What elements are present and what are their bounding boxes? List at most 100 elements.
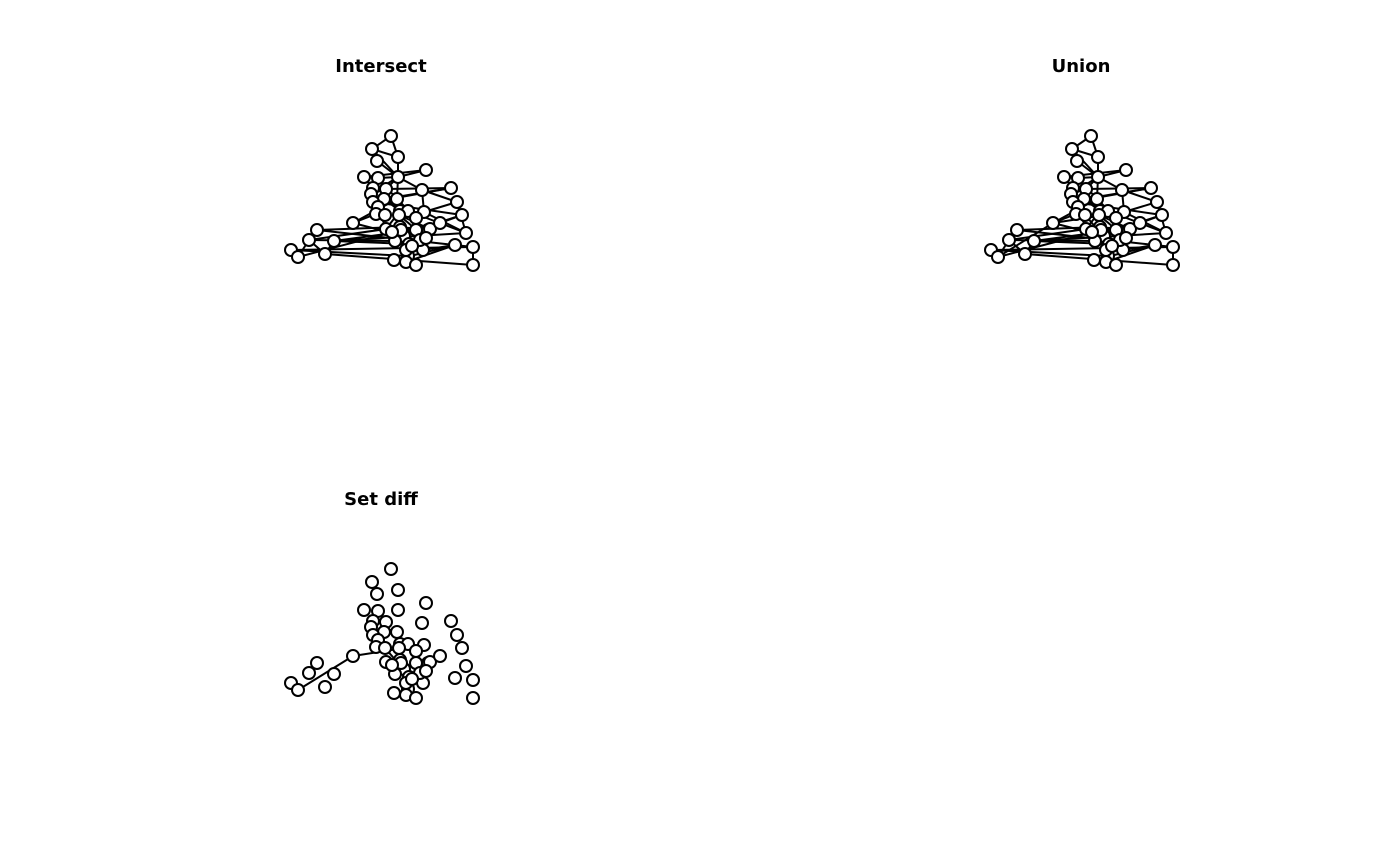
vertex: [1119, 163, 1133, 177]
vertex: [378, 641, 392, 655]
vertex: [370, 587, 384, 601]
edge: [990, 249, 1109, 257]
vertex: [405, 239, 419, 253]
vertex: [1166, 258, 1180, 272]
vertex: [466, 258, 480, 272]
panel-title-union: Union: [1052, 56, 1111, 77]
vertex: [302, 233, 316, 247]
vertex: [365, 142, 379, 156]
vertex: [466, 673, 480, 687]
vertex: [346, 649, 360, 663]
vertex: [1091, 150, 1105, 164]
vertex: [444, 614, 458, 628]
vertex: [1065, 142, 1079, 156]
vertex: [392, 641, 406, 655]
vertex: [409, 258, 423, 272]
vertex: [1166, 240, 1180, 254]
panel-title-intersect: Intersect: [335, 56, 427, 77]
edge: [1008, 228, 1087, 241]
vertex: [409, 211, 423, 225]
vertex: [419, 163, 433, 177]
edge: [308, 239, 396, 242]
vertex: [1070, 154, 1084, 168]
vertex: [409, 644, 423, 658]
vertex: [419, 596, 433, 610]
vertex: [459, 226, 473, 240]
vertex: [448, 238, 462, 252]
vertex: [1018, 247, 1032, 261]
panel-title-setdiff: Set diff: [344, 489, 418, 510]
vertex: [1085, 225, 1099, 239]
panel-intersect: Intersect: [284, 56, 480, 272]
vertex: [459, 659, 473, 673]
vertex: [1090, 192, 1104, 206]
vertex: [415, 183, 429, 197]
vertex: [1027, 234, 1041, 248]
edge: [297, 655, 354, 691]
vertex: [991, 250, 1005, 264]
vertex: [1119, 231, 1133, 245]
vertex: [385, 225, 399, 239]
vertex: [1105, 239, 1119, 253]
vertex: [466, 691, 480, 705]
vertex: [1155, 208, 1169, 222]
vertex: [291, 683, 305, 697]
edge: [290, 249, 409, 257]
intersect-nodes: [284, 129, 480, 272]
vertex: [1133, 216, 1147, 230]
vertex: [291, 250, 305, 264]
vertex: [1159, 226, 1173, 240]
vertex: [318, 680, 332, 694]
union-nodes: [984, 129, 1180, 272]
vertex: [433, 649, 447, 663]
setdiff-nodes: [284, 562, 480, 705]
vertex: [391, 170, 405, 184]
vertex: [1002, 233, 1016, 247]
vertex: [357, 603, 371, 617]
vertex: [405, 672, 419, 686]
vertex: [385, 658, 399, 672]
vertex: [318, 247, 332, 261]
vertex: [327, 667, 341, 681]
vertex: [450, 628, 464, 642]
vertex: [455, 208, 469, 222]
vertex: [365, 575, 379, 589]
vertex: [1144, 181, 1158, 195]
vertex: [346, 216, 360, 230]
vertex: [1148, 238, 1162, 252]
vertex: [1092, 208, 1106, 222]
vertex: [1057, 170, 1071, 184]
panel-union: Union: [984, 56, 1180, 272]
vertex: [1087, 253, 1101, 267]
vertex: [302, 666, 316, 680]
vertex: [327, 234, 341, 248]
vertex: [1010, 223, 1024, 237]
vertex: [391, 583, 405, 597]
vertex: [409, 691, 423, 705]
vertex: [415, 616, 429, 630]
vertex: [455, 641, 469, 655]
vertex: [433, 216, 447, 230]
vertex: [419, 664, 433, 678]
vertex: [448, 671, 462, 685]
vertex: [384, 129, 398, 143]
vertex: [1046, 216, 1060, 230]
vertex: [1109, 211, 1123, 225]
vertex: [1078, 208, 1092, 222]
vertex: [391, 603, 405, 617]
vertex: [391, 150, 405, 164]
vertex: [419, 231, 433, 245]
vertex: [392, 208, 406, 222]
vertex: [387, 253, 401, 267]
vertex: [390, 192, 404, 206]
vertex: [310, 656, 324, 670]
edge: [308, 228, 387, 241]
vertex: [450, 195, 464, 209]
vertex: [1084, 129, 1098, 143]
vertex: [390, 625, 404, 639]
vertex: [310, 223, 324, 237]
vertex: [1115, 183, 1129, 197]
vertex: [357, 170, 371, 184]
edge: [997, 222, 1054, 258]
